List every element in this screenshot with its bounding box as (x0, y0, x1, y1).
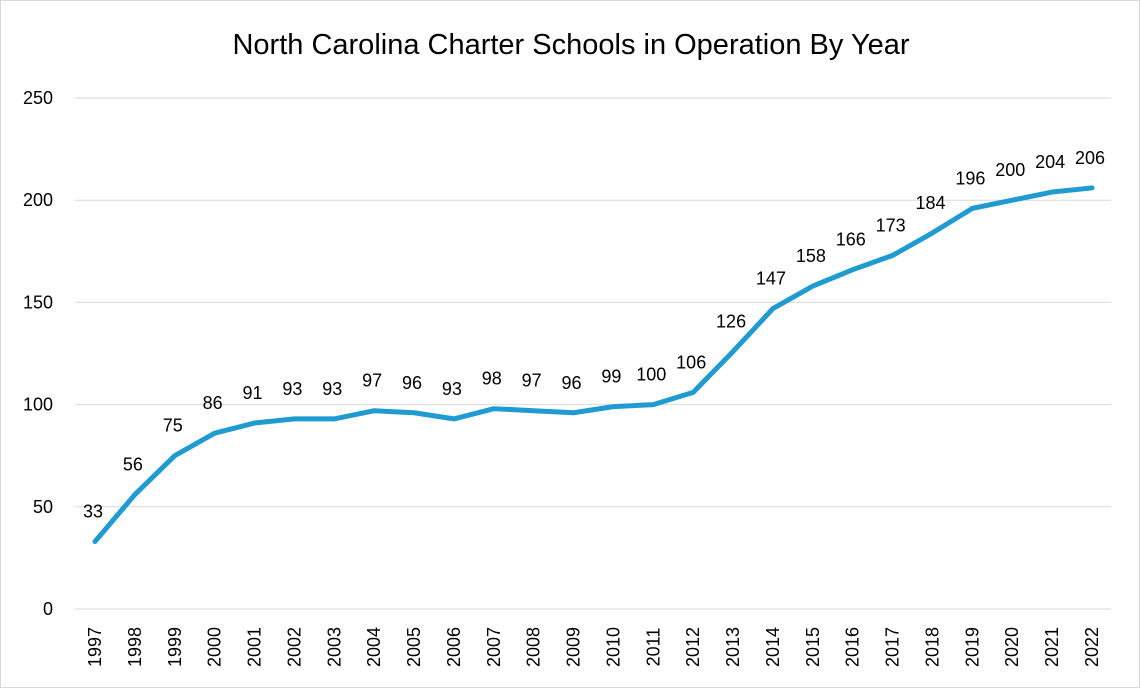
x-axis: 1997 1998 1999 2000 2001 2002 2003 2004 2005 2006… (85, 627, 1102, 667)
data-label: 206 (1075, 148, 1105, 168)
data-label: 204 (1035, 152, 1065, 172)
data-label: 97 (362, 371, 382, 391)
gridlines (75, 97, 1111, 610)
x-tick-label: 2010 (603, 627, 623, 667)
data-label: 158 (796, 246, 826, 266)
data-label: 93 (442, 379, 462, 399)
data-label: 96 (402, 373, 422, 393)
data-label: 75 (163, 416, 183, 436)
data-label: 96 (562, 373, 582, 393)
data-label: 56 (123, 455, 143, 475)
data-label: 86 (203, 393, 223, 413)
x-tick-label: 2011 (643, 628, 663, 667)
data-label: 173 (876, 215, 906, 235)
data-label: 184 (915, 193, 945, 213)
y-tick-label: 150 (23, 292, 53, 312)
data-label: 91 (243, 383, 263, 403)
data-label: 98 (482, 369, 502, 389)
data-label: 100 (636, 365, 666, 385)
x-tick-label: 2004 (364, 627, 384, 667)
y-tick-label: 200 (23, 190, 53, 210)
y-tick-label: 250 (23, 88, 53, 108)
series (92, 185, 1095, 545)
x-tick-label: 2015 (803, 627, 823, 667)
x-tick-label: 1998 (125, 627, 145, 667)
x-tick-label: 2001 (245, 627, 265, 667)
x-tick-label: 1999 (165, 627, 185, 667)
x-tick-label: 2014 (763, 627, 783, 667)
y-tick-label: 0 (43, 599, 53, 619)
x-tick-label: 1997 (85, 627, 105, 667)
x-tick-label: 2018 (922, 627, 942, 667)
x-tick-label: 2005 (404, 627, 424, 667)
data-label: 93 (282, 379, 302, 399)
x-tick-label: 2007 (484, 627, 504, 667)
x-tick-label: 2008 (524, 627, 544, 667)
x-tick-label: 2002 (284, 627, 304, 667)
data-label: 126 (716, 311, 746, 331)
x-tick-label: 2013 (723, 627, 743, 667)
data-label: 99 (601, 367, 621, 387)
data-labels: 33 56 75 86 91 93 93 97 96 93 98 97 96 99 100 106 126 147… (83, 148, 1105, 522)
y-tick-label: 100 (23, 395, 53, 415)
series-line (92, 185, 1095, 545)
data-label: 93 (322, 379, 342, 399)
x-tick-label: 2019 (962, 627, 982, 667)
x-tick-label: 2017 (883, 627, 903, 667)
x-tick-label: 2012 (683, 627, 703, 667)
data-label: 196 (955, 168, 985, 188)
data-label: 147 (756, 269, 786, 289)
y-axis: 0 50 100 150 200 250 (23, 88, 53, 619)
x-tick-label: 2000 (205, 627, 225, 667)
x-tick-label: 2020 (1002, 627, 1022, 667)
data-label: 106 (676, 352, 706, 372)
chart-title: North Carolina Charter Schools in Operat… (232, 29, 909, 61)
data-label: 166 (836, 230, 866, 250)
data-label: 97 (522, 371, 542, 391)
x-tick-label: 2022 (1082, 627, 1102, 667)
data-label: 33 (83, 502, 103, 522)
y-tick-label: 50 (33, 497, 53, 517)
x-tick-label: 2016 (843, 627, 863, 667)
x-tick-label: 2003 (324, 627, 344, 667)
data-label: 200 (995, 160, 1025, 180)
x-tick-label: 2021 (1042, 627, 1062, 667)
x-tick-label: 2006 (444, 627, 464, 667)
x-tick-label: 2009 (564, 627, 584, 667)
